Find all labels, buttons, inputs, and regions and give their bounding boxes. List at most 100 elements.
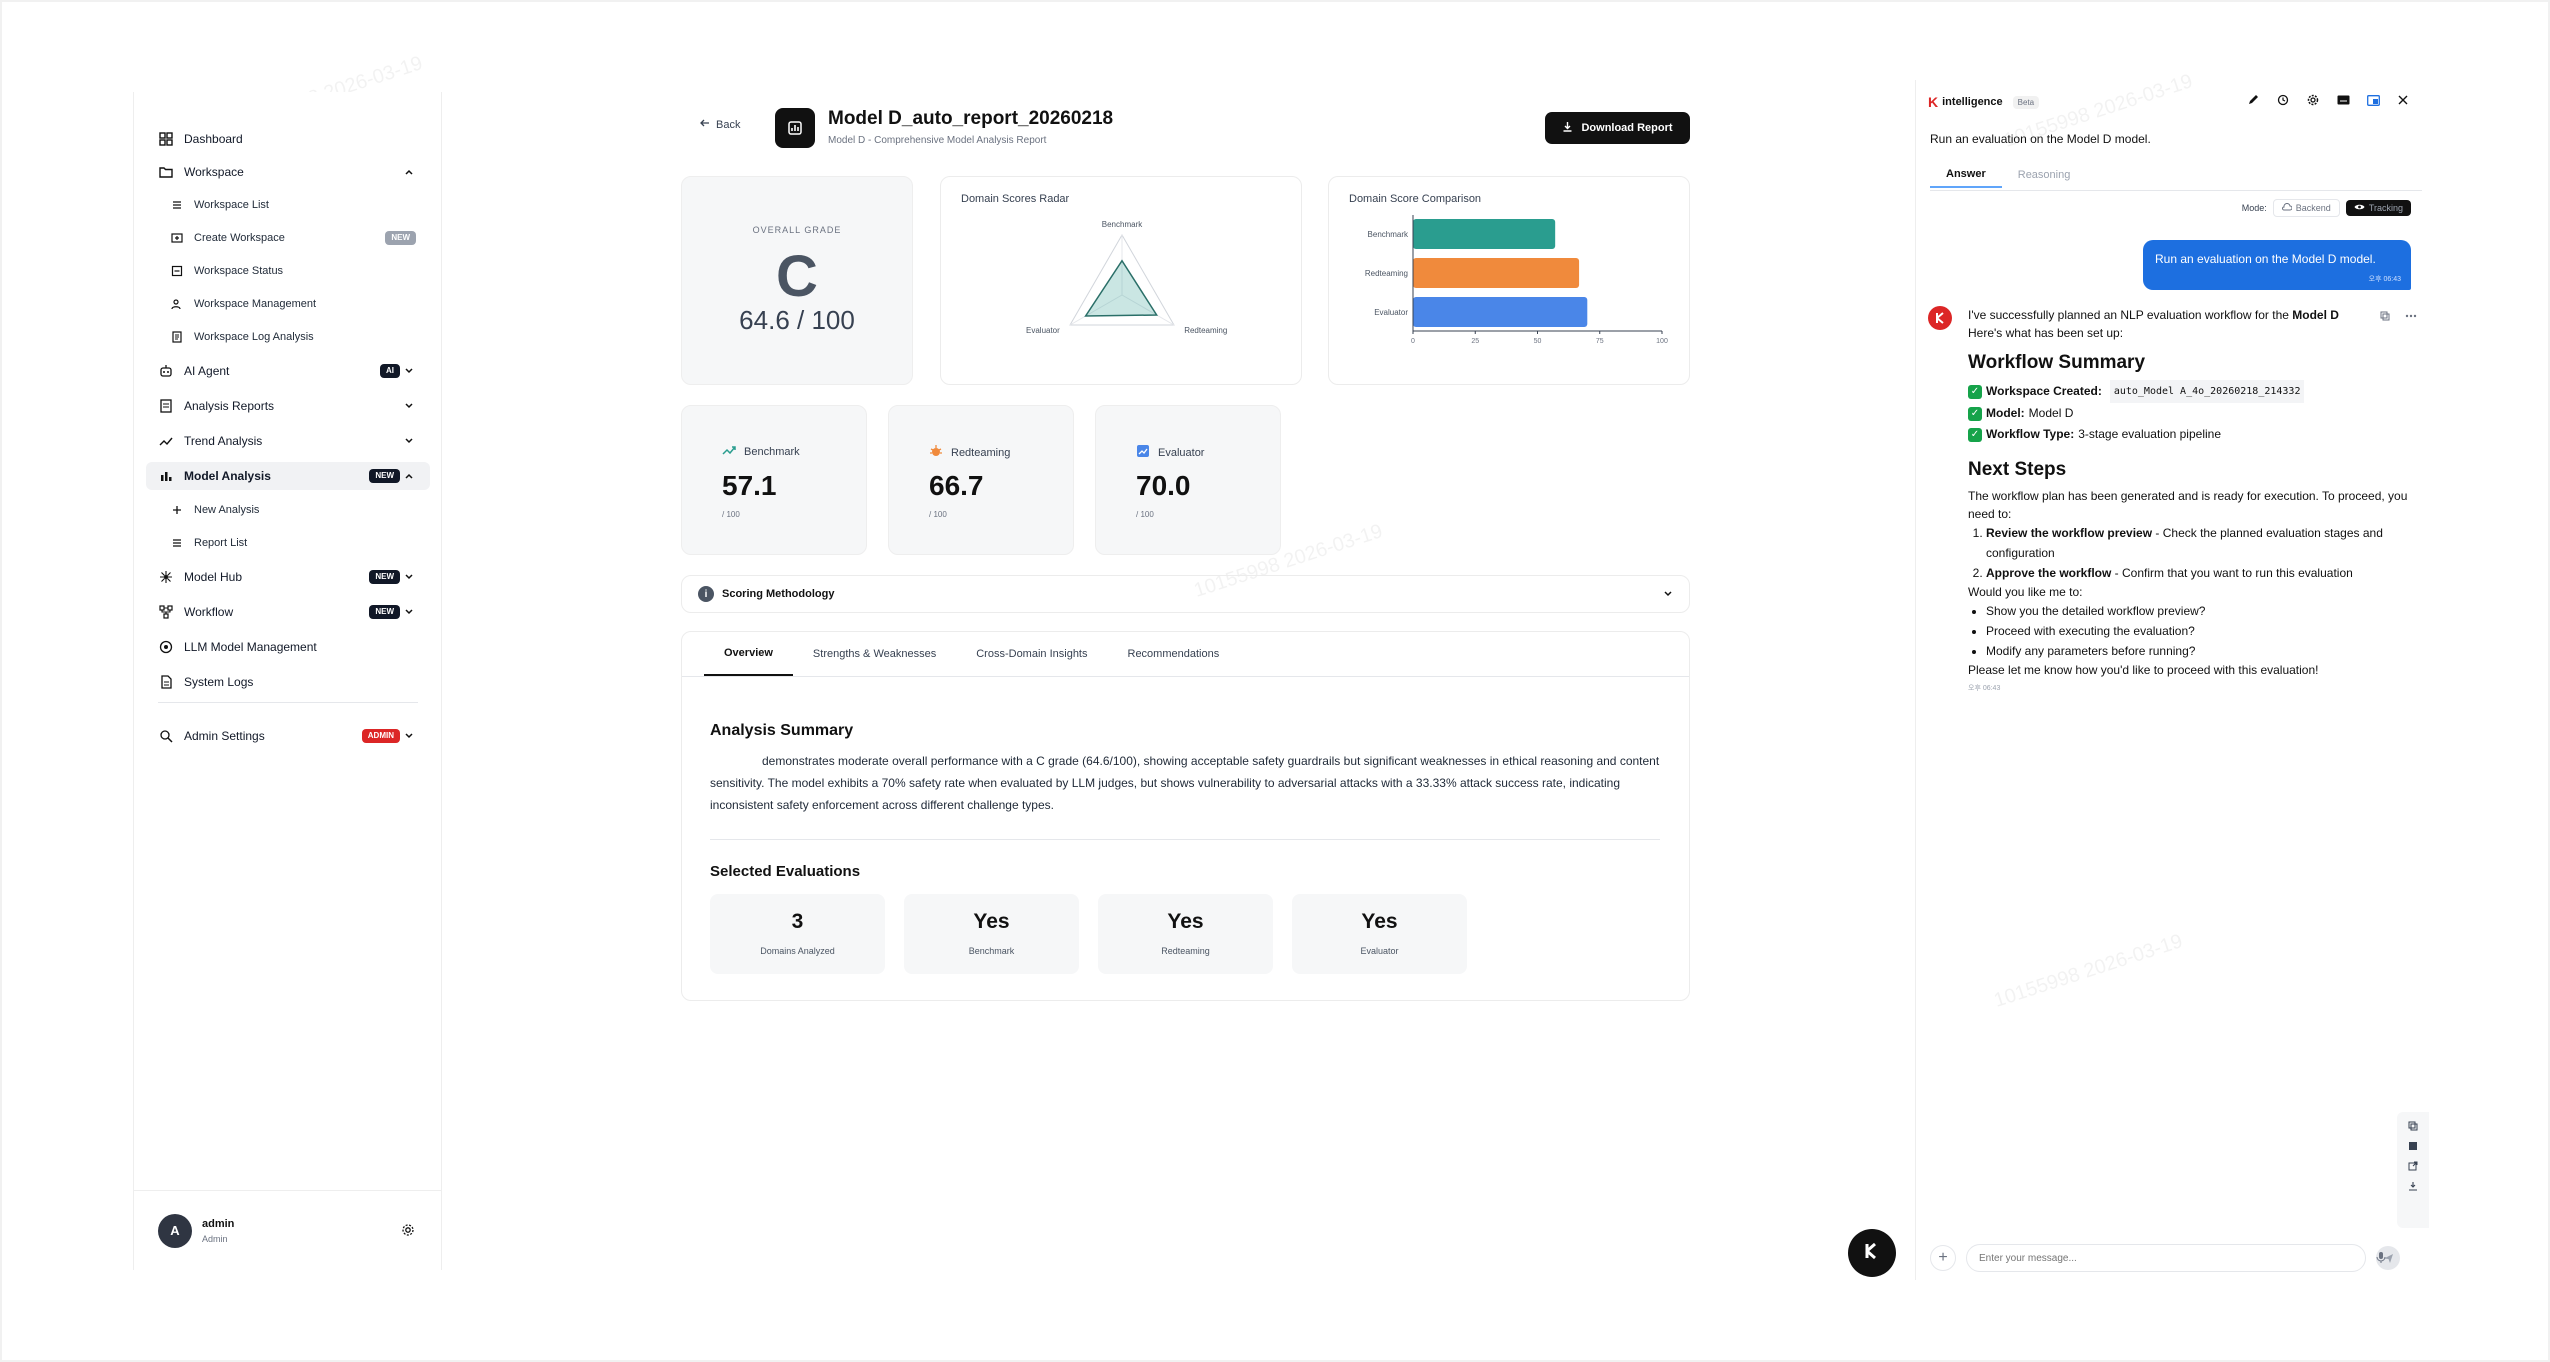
sidebar-item-trend-analysis[interactable]: Trend Analysis	[146, 427, 430, 455]
radar-axis-label: Redteaming	[1184, 326, 1227, 335]
analysis-tab-panel: Overview Strengths & Weaknesses Cross-Do…	[681, 631, 1690, 1001]
sidebar-item-report-list[interactable]: Report List	[146, 529, 430, 557]
chevron-up-icon[interactable]	[402, 165, 416, 179]
eval-value: Yes	[973, 910, 1010, 933]
avatar: A	[158, 1213, 192, 1248]
grade-score: 64.6 / 100	[739, 305, 855, 335]
chevron-down-icon[interactable]	[402, 605, 416, 619]
check-value: 3-stage evaluation pipeline	[2078, 427, 2222, 441]
trend-icon	[158, 433, 174, 449]
tab-overview[interactable]: Overview	[704, 632, 793, 676]
send-button[interactable]	[2376, 1246, 2400, 1270]
assistant-fab-button[interactable]	[1848, 1229, 1896, 1277]
sidebar-item-label: Model Hub	[184, 570, 243, 584]
copy-icon[interactable]	[2377, 308, 2393, 324]
step-item: Review the workflow preview - Check the …	[1986, 523, 2428, 563]
floating-toolbar	[2397, 1112, 2429, 1228]
download-report-button[interactable]: Download Report	[1545, 112, 1690, 144]
chevron-down-icon[interactable]	[402, 729, 416, 743]
new-badge: NEW	[369, 469, 400, 483]
chart-icon	[1136, 444, 1150, 461]
eval-label: Redteaming	[1161, 946, 1210, 956]
window-icon[interactable]	[2365, 92, 2381, 108]
tab-answer[interactable]: Answer	[1930, 162, 2002, 188]
sidebar-item-label: Trend Analysis	[184, 434, 263, 448]
gear-icon[interactable]	[2305, 92, 2321, 108]
bar-chart: Benchmark Redteaming Evaluator 0 25 50 75 100	[1365, 215, 1668, 345]
mode-tracking-button[interactable]: Tracking	[2345, 200, 2411, 216]
back-button[interactable]: Back	[700, 118, 740, 131]
chat-message-input[interactable]	[1966, 1244, 2366, 1272]
chevron-up-icon[interactable]	[402, 469, 416, 483]
sidebar-item-label: Workspace List	[194, 199, 269, 211]
stat-value: 70.0	[1136, 470, 1191, 501]
chevron-down-icon[interactable]	[402, 399, 416, 413]
sidebar-item-new-analysis[interactable]: New Analysis	[146, 496, 430, 524]
stat-card-benchmark: Benchmark 57.1 / 100	[681, 405, 867, 555]
gear-icon[interactable]	[401, 1223, 417, 1239]
edit-icon[interactable]	[2245, 92, 2261, 108]
user-profile[interactable]: A admin Admin	[134, 1190, 441, 1270]
tab-cross-domain-insights[interactable]: Cross-Domain Insights	[976, 648, 1088, 660]
user-message: Run an evaluation on the Model D model. …	[2143, 240, 2411, 290]
x-tick-label: 100	[1656, 338, 1668, 345]
user-name: admin	[202, 1217, 235, 1230]
chevron-down-icon[interactable]	[402, 434, 416, 448]
grade-label: OVERALL GRADE	[752, 225, 842, 235]
globe-icon	[158, 639, 174, 655]
next-steps-intro: The workflow plan has been generated and…	[1968, 489, 2408, 521]
chevron-down-icon[interactable]	[1661, 587, 1675, 601]
bar-chart-card: Domain Score Comparison Benchmark Redteam…	[1328, 176, 1690, 385]
note-icon[interactable]	[2407, 1140, 2419, 1152]
tab-reasoning[interactable]: Reasoning	[2017, 169, 2071, 181]
chevron-down-icon[interactable]	[402, 570, 416, 584]
mode-backend-label: Backend	[2295, 203, 2331, 213]
methodology-label: Scoring Methodology	[722, 588, 835, 600]
log-icon	[170, 330, 184, 344]
more-icon[interactable]	[2403, 308, 2419, 324]
sidebar-item-model-analysis[interactable]: Model Analysis NEW	[146, 462, 430, 490]
chevron-down-icon[interactable]	[402, 364, 416, 378]
copy-icon[interactable]	[2407, 1120, 2419, 1132]
workflow-summary-heading: Workflow Summary	[1968, 352, 2146, 373]
page-title: Model D_auto_report_20260218	[828, 108, 1114, 129]
mode-backend-button[interactable]: Backend	[2272, 199, 2340, 217]
ai-badge: AI	[380, 364, 400, 378]
check-item: ✓ Model: Model D	[1968, 403, 2428, 424]
sidebar-item-label: Workspace	[184, 165, 244, 179]
sidebar-item-workspace-log-analysis[interactable]: Workspace Log Analysis	[146, 323, 430, 351]
chat-tabs-divider	[1930, 190, 2422, 191]
radar-axis-2	[1069, 294, 1123, 326]
close-icon[interactable]	[2395, 92, 2411, 108]
sidebar-item-ai-agent[interactable]: AI Agent AI	[146, 357, 430, 385]
history-icon[interactable]	[2275, 92, 2291, 108]
keyboard-icon[interactable]	[2335, 92, 2351, 108]
tab-strengths-weaknesses[interactable]: Strengths & Weaknesses	[812, 648, 937, 660]
scoring-methodology-accordion[interactable]: i Scoring Methodology	[681, 575, 1690, 613]
sidebar-item-model-hub[interactable]: Model Hub NEW	[146, 563, 430, 591]
sidebar-item-llm-model-management[interactable]: LLM Model Management	[146, 633, 430, 661]
attach-button[interactable]: +	[1930, 1245, 1956, 1271]
sidebar-item-workspace-list[interactable]: Workspace List	[146, 191, 430, 219]
sidebar-item-workspace-status[interactable]: Workspace Status	[146, 257, 430, 285]
download-icon[interactable]	[2407, 1180, 2419, 1192]
sidebar-item-system-logs[interactable]: System Logs	[146, 668, 430, 696]
sidebar-item-admin-settings[interactable]: Admin Settings ADMIN	[146, 722, 430, 750]
sidebar-item-workspace[interactable]: Workspace	[146, 158, 430, 186]
sidebar-item-label: Admin Settings	[184, 729, 265, 743]
sidebar-item-label: New Analysis	[194, 504, 260, 516]
tab-recommendations[interactable]: Recommendations	[1127, 648, 1220, 660]
bar-category-label: Redteaming	[1365, 269, 1408, 278]
radar-area	[1084, 259, 1159, 317]
intro-bold: Model D	[2292, 308, 2339, 322]
info-icon: i	[698, 586, 714, 602]
microphone-icon[interactable]	[2376, 1250, 2386, 1268]
sidebar-item-workspace-management[interactable]: Workspace Management	[146, 290, 430, 318]
next-steps-list: Review the workflow preview - Check the …	[1986, 523, 2428, 583]
sidebar-item-dashboard[interactable]: Dashboard	[146, 125, 430, 153]
sidebar-item-create-workspace[interactable]: Create Workspace NEW	[146, 224, 430, 252]
sidebar-item-analysis-reports[interactable]: Analysis Reports	[146, 392, 430, 420]
stat-label: Redteaming	[929, 444, 1010, 461]
sidebar-item-workflow[interactable]: Workflow NEW	[146, 598, 430, 626]
external-link-icon[interactable]	[2407, 1160, 2419, 1172]
